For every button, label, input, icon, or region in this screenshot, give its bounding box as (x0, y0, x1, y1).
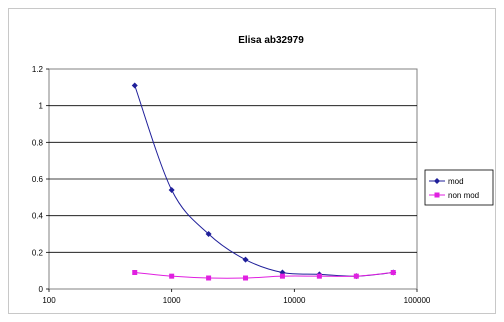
x-tick-label: 10000 (283, 296, 306, 305)
legend-marker-non-mod (434, 192, 440, 198)
chart-frame: Elisa ab32979 0 0.2 0.4 0.6 0.8 1 1.2 100 1000 10… (8, 8, 496, 314)
legend-marker-mod (434, 178, 440, 184)
x-tick-label: 1000 (163, 296, 181, 305)
data-point-mod (131, 82, 138, 89)
data-point-mod (242, 256, 249, 263)
data-point-mod (168, 187, 175, 193)
y-tick-label: 0.4 (32, 212, 44, 221)
data-point-non-mod (353, 273, 359, 279)
y-tick-label: 0.6 (32, 175, 44, 184)
elisa-line-chart: Elisa ab32979 0 0.2 0.4 0.6 0.8 1 1.2 100 1000 10… (32, 35, 494, 305)
legend-label-non-mod: non mod (448, 191, 479, 200)
data-point-non-mod (316, 273, 322, 279)
y-tick-label: 1 (39, 102, 44, 111)
gridlines (49, 105, 417, 253)
x-tick-label: 100000 (404, 296, 431, 305)
legend-label-mod: mod (448, 177, 464, 186)
data-point-non-mod (243, 275, 249, 281)
legend-box (424, 169, 494, 206)
y-tick-label: 1.2 (32, 65, 44, 74)
y-tick-label: 0.8 (32, 138, 44, 147)
axes: 0 0.2 0.4 0.6 0.8 1 1.2 100 1000 10000 100000 (32, 65, 431, 305)
series-layer (131, 82, 397, 281)
y-tick-label: 0.2 (32, 248, 44, 257)
chart-title: Elisa ab32979 (238, 35, 304, 46)
data-point-mod (205, 231, 212, 237)
data-point-non-mod (279, 273, 285, 279)
legend: mod non mod (424, 169, 494, 206)
x-tick-label: 100 (42, 296, 56, 305)
data-point-non-mod (390, 270, 396, 275)
y-tick-label: 0 (39, 285, 44, 294)
data-point-non-mod (169, 273, 175, 279)
series-line-non-mod (134, 272, 394, 279)
data-point-non-mod (132, 270, 138, 275)
data-point-non-mod (206, 275, 212, 281)
